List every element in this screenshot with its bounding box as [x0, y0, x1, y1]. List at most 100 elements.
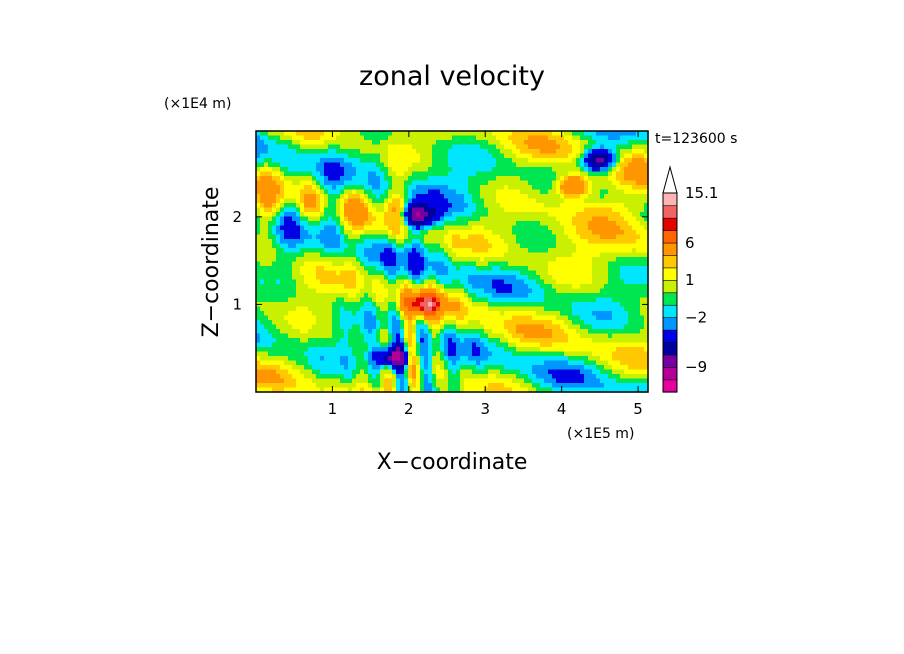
contour-cell: [328, 279, 333, 285]
contour-cell: [472, 149, 477, 155]
contour-cell: [340, 279, 345, 285]
contour-cell: [344, 185, 349, 191]
contour-cell: [296, 257, 301, 263]
contour-cell: [588, 185, 593, 191]
contour-cell: [336, 333, 341, 339]
contour-cell: [532, 315, 537, 321]
contour-cell: [280, 320, 285, 326]
contour-cell: [276, 144, 281, 150]
contour-cell: [276, 153, 281, 159]
contour-cell: [644, 288, 649, 294]
contour-cell: [408, 320, 413, 326]
contour-cell: [580, 212, 585, 218]
contour-cell: [300, 293, 305, 299]
contour-cell: [340, 342, 345, 348]
contour-cell: [304, 153, 309, 159]
contour-cell: [520, 216, 525, 222]
contour-cell: [384, 302, 389, 308]
contour-cell: [388, 135, 393, 141]
contour-cell: [536, 189, 541, 195]
contour-cell: [512, 212, 517, 218]
contour-cell: [432, 329, 437, 335]
contour-cell: [592, 279, 597, 285]
contour-cell: [600, 351, 605, 357]
contour-cell: [416, 243, 421, 249]
contour-cell: [568, 149, 573, 155]
contour-cell: [632, 203, 637, 209]
contour-cell: [488, 284, 493, 290]
contour-cell: [288, 270, 293, 276]
contour-cell: [504, 306, 509, 312]
contour-cell: [524, 315, 529, 321]
contour-cell: [312, 315, 317, 321]
contour-cell: [468, 356, 473, 362]
contour-cell: [348, 275, 353, 281]
contour-cell: [324, 270, 329, 276]
contour-cell: [572, 279, 577, 285]
contour-cell: [356, 234, 361, 240]
contour-cell: [480, 302, 485, 308]
contour-cell: [372, 347, 377, 353]
contour-cell: [480, 324, 485, 330]
contour-cell: [272, 351, 277, 357]
contour-cell: [468, 279, 473, 285]
contour-cell: [580, 131, 585, 137]
contour-cell: [496, 212, 501, 218]
contour-cell: [284, 189, 289, 195]
contour-cell: [384, 203, 389, 209]
contour-cell: [276, 140, 281, 146]
contour-cell: [272, 189, 277, 195]
contour-cell: [588, 302, 593, 308]
contour-cell: [344, 347, 349, 353]
contour-cell: [412, 279, 417, 285]
contour-cell: [492, 338, 497, 344]
contour-cell: [260, 221, 265, 227]
contour-cell: [272, 311, 277, 317]
contour-cell: [528, 356, 533, 362]
contour-cell: [324, 167, 329, 173]
contour-cell: [392, 270, 397, 276]
contour-cell: [456, 135, 461, 141]
contour-cell: [348, 158, 353, 164]
contour-cell: [540, 275, 545, 281]
contour-cell: [376, 207, 381, 213]
contour-cell: [616, 252, 621, 258]
contour-cell: [348, 333, 353, 339]
contour-cell: [432, 333, 437, 339]
contour-cell: [524, 302, 529, 308]
contour-cell: [384, 342, 389, 348]
contour-cell: [500, 153, 505, 159]
contour-cell: [584, 140, 589, 146]
contour-cell: [284, 185, 289, 191]
contour-cell: [540, 266, 545, 272]
contour-cell: [272, 162, 277, 168]
contour-cell: [404, 171, 409, 177]
contour-cell: [264, 140, 269, 146]
contour-cell: [512, 225, 517, 231]
contour-cell: [304, 311, 309, 317]
contour-cell: [564, 279, 569, 285]
contour-cell: [440, 198, 445, 204]
contour-cell: [296, 167, 301, 173]
contour-cell: [408, 144, 413, 150]
contour-cell: [588, 140, 593, 146]
contour-cell: [316, 198, 321, 204]
contour-cell: [504, 207, 509, 213]
contour-cell: [472, 225, 477, 231]
contour-cell: [304, 248, 309, 254]
contour-cell: [424, 158, 429, 164]
contour-cell: [268, 153, 273, 159]
contour-cell: [276, 149, 281, 155]
contour-cell: [368, 297, 373, 303]
contour-cell: [364, 167, 369, 173]
contour-cell: [388, 162, 393, 168]
contour-cell: [524, 275, 529, 281]
contour-cell: [388, 194, 393, 200]
contour-cell: [484, 288, 489, 294]
contour-cell: [564, 342, 569, 348]
contour-cell: [308, 356, 313, 362]
contour-cell: [388, 329, 393, 335]
contour-cell: [404, 135, 409, 141]
contour-cell: [628, 153, 633, 159]
contour-cell: [396, 342, 401, 348]
